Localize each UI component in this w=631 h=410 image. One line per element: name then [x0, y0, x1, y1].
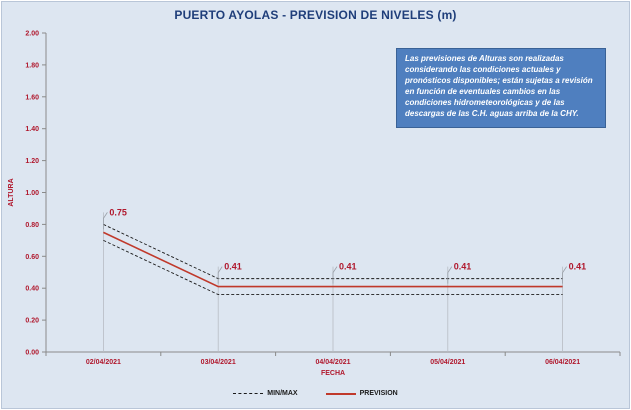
y-tick-label: 0.60 — [25, 254, 39, 261]
data-label: 0.41 — [339, 262, 357, 272]
y-tick-label: 1.00 — [25, 190, 39, 197]
chart-legend: MIN/MAX PREVISION — [0, 390, 631, 397]
data-label-leader — [103, 212, 108, 230]
data-label: 0.41 — [454, 262, 472, 272]
legend-label-prevision: PREVISION — [359, 390, 398, 397]
data-label: 0.41 — [224, 262, 242, 272]
legend-label-minmax: MIN/MAX — [267, 390, 298, 397]
x-axis-label: FECHA — [321, 370, 345, 377]
legend-item-prevision: PREVISION — [325, 390, 398, 397]
x-tick-label: 03/04/2021 — [201, 359, 236, 366]
data-label-leader — [217, 266, 223, 284]
legend-swatch-dashed — [233, 393, 264, 394]
y-tick-label: 1.20 — [25, 158, 39, 165]
x-tick-label: 05/04/2021 — [430, 359, 465, 366]
data-label: 0.41 — [569, 262, 587, 272]
series-line-min — [103, 239, 563, 296]
y-tick-label: 0.20 — [25, 318, 39, 325]
y-tick-label: 0.80 — [25, 222, 39, 229]
y-tick-label: 1.80 — [25, 62, 39, 69]
y-tick-label: 1.60 — [25, 94, 39, 101]
y-tick-label: 2.00 — [25, 31, 39, 38]
y-tick-label: 0.40 — [25, 286, 39, 293]
x-tick-label: 04/04/2021 — [315, 359, 350, 366]
chart-title: PUERTO AYOLAS - PREVISION DE NIVELES (m) — [174, 8, 457, 22]
legend-item-minmax: MIN/MAX — [233, 390, 298, 397]
data-label-leader — [447, 266, 453, 284]
data-label-leader — [562, 266, 567, 284]
legend-swatch-solid — [325, 392, 356, 395]
data-label: 0.75 — [109, 207, 127, 217]
data-label-leader — [332, 266, 338, 284]
x-tick-label: 02/04/2021 — [86, 359, 121, 366]
y-tick-label: 1.40 — [25, 126, 39, 133]
y-axis-label: ALTURA — [8, 178, 15, 206]
forecast-note: Las previsiones de Alturas son realizada… — [396, 48, 606, 128]
y-tick-label: 0.00 — [25, 350, 39, 357]
series-line-prevision — [103, 231, 563, 288]
x-tick-label: 06/04/2021 — [545, 359, 580, 366]
